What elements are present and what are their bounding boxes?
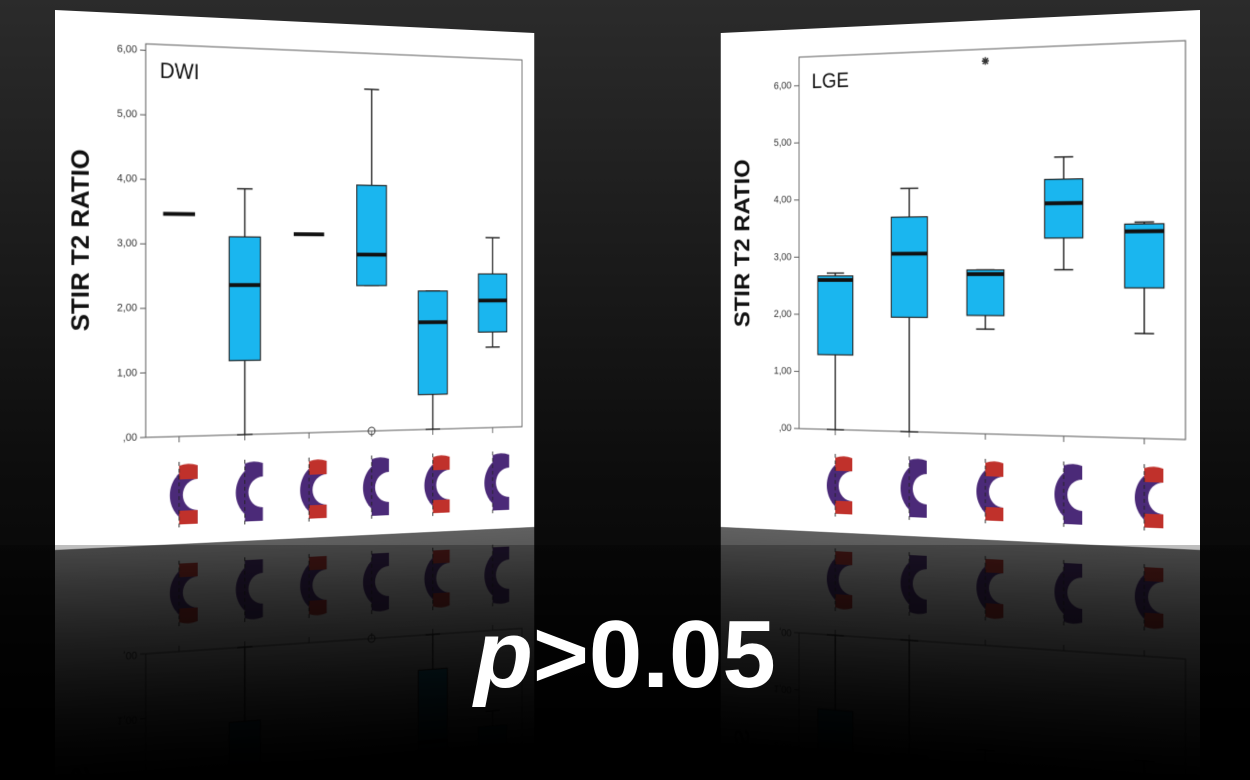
chart-panel: STIR T2 RATIO DWI ,00 1,00 2,00 3,00 4,00 5,00 6… (55, 10, 534, 550)
box (967, 270, 1004, 316)
y-axis-label: STIR T2 RATIO (67, 149, 94, 332)
chart: STIR T2 RATIO DWI ,00 1,00 2,00 3,00 4,00 5,00 6… (55, 10, 534, 550)
box (891, 217, 927, 318)
y-tick-label: 3,00 (117, 238, 137, 250)
box (1125, 224, 1164, 288)
whisker-cap (900, 431, 918, 432)
y-tick-label: 4,00 (117, 173, 137, 185)
box (1045, 179, 1083, 238)
outlier (982, 57, 989, 65)
y-tick-label: ,00 (779, 423, 792, 434)
box (478, 274, 506, 332)
slide: STIR T2 RATIO DWI ,00 1,00 2,00 3,00 4,00 5,00 6… (0, 0, 1250, 780)
y-tick-label: 3,00 (774, 252, 792, 263)
box (418, 291, 447, 395)
y-tick-label: 6,00 (117, 43, 137, 56)
y-tick-label: 4,00 (774, 195, 792, 206)
p-comparison: >0.05 (533, 601, 776, 708)
chart-title: DWI (160, 58, 200, 84)
chart-title: LGE (812, 69, 849, 93)
y-tick-label: 5,00 (117, 108, 137, 121)
chart: STIR T2 RATIO LGE ,00 1,00 2,00 3,00 4,00 5,00 6… (721, 10, 1200, 550)
chart-panel: STIR T2 RATIO LGE ,00 1,00 2,00 3,00 4,00 5,00 6… (721, 10, 1200, 550)
y-tick-label: 2,00 (117, 302, 137, 314)
plot-frame (146, 44, 522, 438)
y-tick-label: ,00 (123, 432, 137, 444)
box (229, 237, 260, 361)
box (357, 185, 387, 286)
y-tick-label: 1,00 (117, 367, 137, 379)
p-symbol: p (474, 601, 533, 708)
y-tick-label: 6,00 (774, 81, 792, 92)
y-tick-label: 5,00 (774, 138, 792, 149)
box (818, 276, 853, 355)
whisker-cap (364, 89, 379, 90)
y-tick-label: 2,00 (774, 309, 792, 320)
median (1045, 203, 1083, 204)
y-axis-label: STIR T2 RATIO (731, 159, 754, 327)
p-value: p>0.05 (0, 600, 1250, 710)
y-tick-label: 1,00 (774, 366, 792, 377)
